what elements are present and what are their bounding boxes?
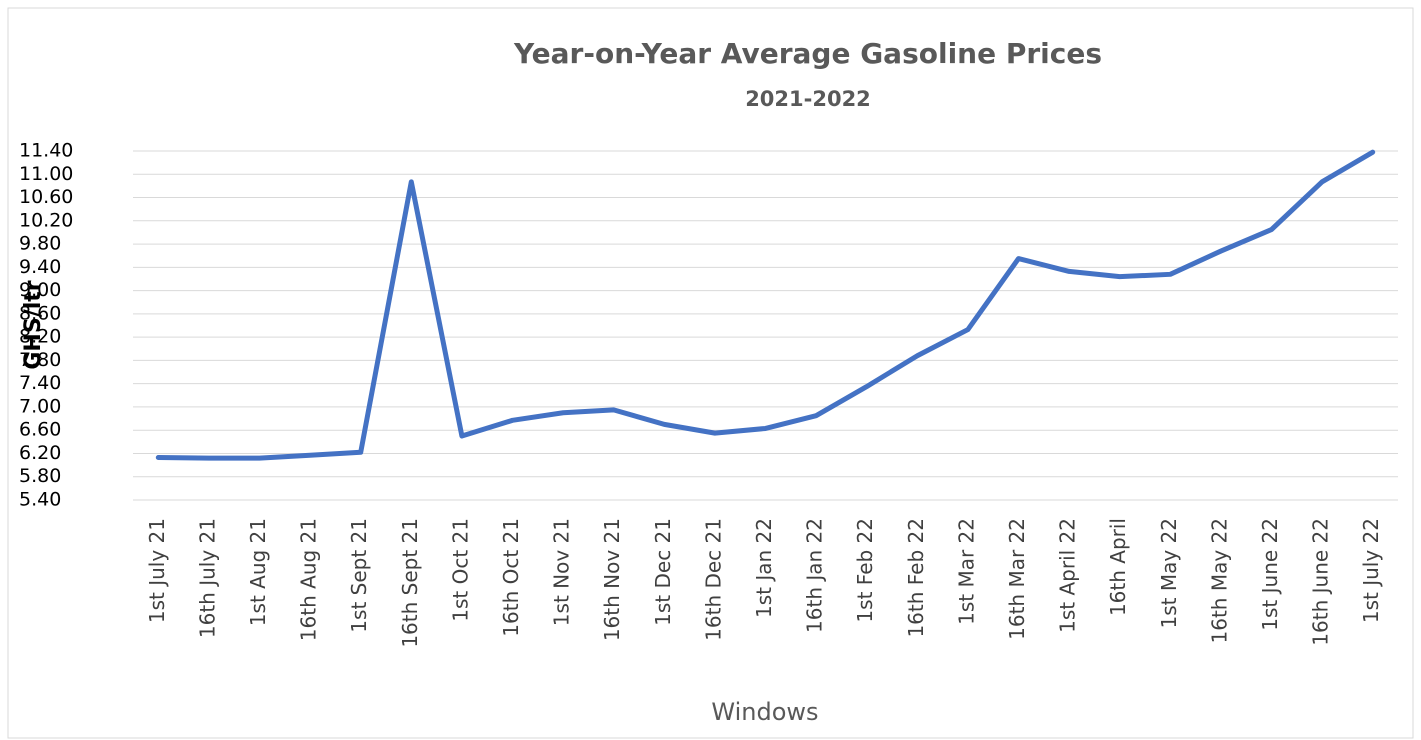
y-tick-label: 7.40 bbox=[19, 372, 61, 394]
x-tick-label: 16th Nov 21 bbox=[600, 518, 624, 641]
x-tick-label: 16th Sept 21 bbox=[398, 518, 422, 648]
x-tick-label: 16th June 22 bbox=[1309, 518, 1333, 646]
chart-subtitle: 2021-2022 bbox=[745, 87, 871, 111]
x-tick-label: 16th Mar 22 bbox=[1005, 518, 1029, 640]
x-tick-label: 16th May 22 bbox=[1207, 518, 1231, 643]
y-tick-label: 11.40 bbox=[19, 140, 73, 162]
y-tick-label: 8.60 bbox=[19, 302, 61, 324]
y-tick-label: 7.80 bbox=[19, 349, 61, 371]
x-tick-label: 1st April 22 bbox=[1056, 518, 1080, 633]
x-tick-label: 1st Jan 22 bbox=[752, 518, 776, 618]
chart-border bbox=[7, 7, 1414, 739]
y-tick-label: 5.80 bbox=[19, 465, 61, 487]
x-tick-label: 1st Mar 22 bbox=[954, 518, 978, 625]
x-tick-label: 16th April bbox=[1106, 518, 1130, 616]
x-tick-label: 1st July 22 bbox=[1359, 518, 1383, 623]
x-tick-label: 1st Dec 21 bbox=[651, 518, 675, 626]
x-tick-label: 1st Oct 21 bbox=[448, 518, 472, 622]
x-tick-label: 1st Feb 22 bbox=[853, 518, 877, 623]
x-tick-label: 16th Dec 21 bbox=[701, 518, 725, 641]
y-tick-label: 6.20 bbox=[19, 442, 61, 464]
y-tick-label: 11.00 bbox=[19, 163, 73, 185]
x-tick-label: 1st Sept 21 bbox=[347, 518, 371, 633]
x-tick-label: 1st Nov 21 bbox=[550, 518, 574, 626]
x-tick-label: 1st Aug 21 bbox=[246, 518, 270, 626]
x-tick-label: 16th Aug 21 bbox=[297, 518, 321, 641]
y-tick-label: 6.60 bbox=[19, 419, 61, 441]
line bbox=[155, 149, 1376, 461]
y-tick-label: 8.20 bbox=[19, 326, 61, 348]
x-tick-label: 16th July 21 bbox=[195, 518, 219, 638]
x-tick-label: 16th Oct 21 bbox=[499, 518, 523, 637]
chart-title: Year-on-Year Average Gasoline Prices bbox=[513, 37, 1102, 70]
y-tick-label: 10.20 bbox=[19, 209, 73, 231]
y-tick-label: 7.00 bbox=[19, 395, 61, 417]
x-tick-label: 1st May 22 bbox=[1157, 518, 1181, 629]
y-tick-label: 9.80 bbox=[19, 233, 61, 255]
y-tick-label: 10.60 bbox=[19, 186, 73, 208]
y-tick-label: 5.40 bbox=[19, 489, 61, 511]
x-tick-label: 16th Feb 22 bbox=[904, 518, 928, 638]
x-tick-label: 16th Jan 22 bbox=[803, 518, 827, 633]
x-tick-label: 1st July 21 bbox=[145, 518, 169, 623]
y-tick-label: 9.40 bbox=[19, 256, 61, 278]
y-axis-title: GHS/ltr bbox=[21, 280, 46, 369]
x-axis-title: Windows bbox=[711, 698, 818, 726]
x-tick-label: 1st June 22 bbox=[1258, 518, 1282, 631]
y-tick-label: 9.00 bbox=[19, 279, 61, 301]
